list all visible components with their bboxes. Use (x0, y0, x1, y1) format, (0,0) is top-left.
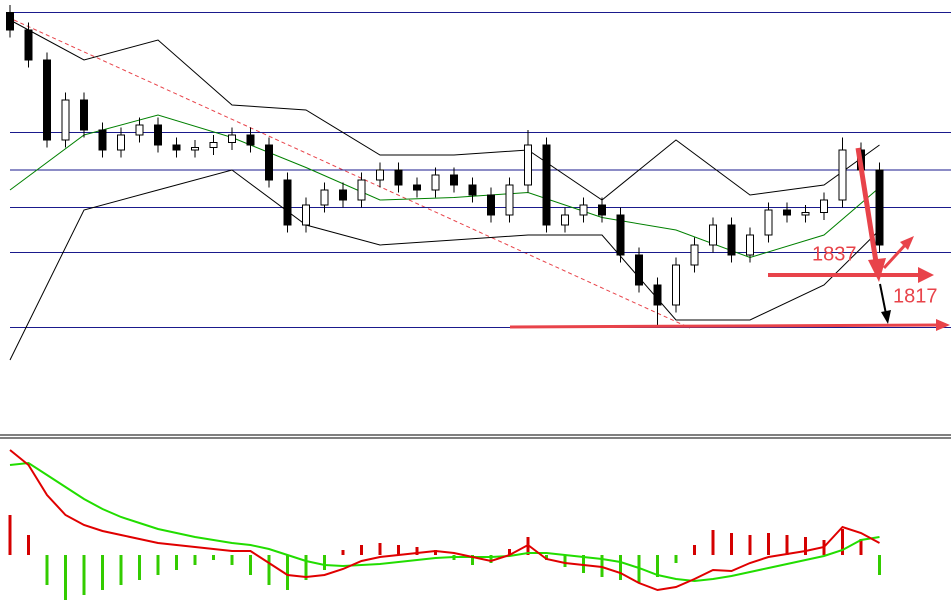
candle-body (61, 99, 70, 141)
band-lower (9, 169, 880, 361)
candle-body (579, 204, 588, 216)
candle-body (228, 134, 236, 143)
candle-body (246, 134, 255, 146)
arrow-head (918, 267, 934, 283)
arrow (509, 323, 941, 329)
macd-dif (9, 449, 880, 592)
candle-body (24, 29, 33, 61)
candle-body (653, 284, 662, 306)
arrow-head (868, 258, 886, 282)
candle-body (98, 129, 107, 151)
candle-body (709, 224, 717, 246)
candle-body (135, 124, 144, 136)
candle-body (117, 134, 125, 151)
annotation: 1817 (893, 285, 938, 307)
price-pane (6, 5, 951, 361)
candle-body (838, 149, 847, 201)
candle-body (505, 184, 514, 216)
candle-body (283, 179, 292, 226)
arrow (882, 242, 908, 270)
macd-dea (9, 461, 880, 583)
candle-body (783, 209, 791, 216)
candle-body (746, 234, 754, 256)
candle-body (635, 254, 643, 286)
candle-body (672, 264, 680, 306)
arrow-head (900, 236, 914, 250)
candle-body (43, 59, 51, 141)
annotation: 1837 (812, 243, 857, 265)
candle-body (764, 209, 773, 236)
candle-body (690, 244, 699, 266)
candle-body (561, 214, 569, 226)
candle-body (542, 144, 551, 226)
candle-body (357, 179, 366, 201)
candle-body (80, 99, 88, 131)
candle-body (394, 169, 403, 186)
candle-body (450, 174, 458, 186)
candle-body (875, 169, 884, 246)
macd-pane (8, 449, 881, 600)
candle-body (191, 147, 199, 151)
candle-body (616, 214, 625, 256)
candle-body (820, 199, 828, 213)
candle-body (413, 184, 421, 191)
candle-body (265, 144, 273, 181)
candle-body (320, 189, 329, 206)
candle-body (801, 212, 810, 216)
candle-body (376, 169, 384, 181)
arrow (879, 283, 887, 315)
candle-body (172, 144, 181, 151)
candle-body (209, 142, 218, 148)
band-upper (9, 19, 880, 201)
candle-body (487, 194, 495, 216)
candle-body (727, 224, 736, 256)
candle-body (598, 204, 606, 216)
candle-body (6, 12, 14, 31)
candle-body (154, 124, 162, 146)
arrow (855, 147, 879, 263)
candle-body (524, 144, 532, 186)
candle-body (431, 174, 440, 191)
arrow-head (936, 319, 950, 331)
candle-body (468, 184, 477, 196)
arrow-head (881, 310, 891, 324)
trend-line (13, 19, 691, 329)
candle-body (302, 204, 310, 226)
candle-body (339, 189, 347, 201)
arrows (509, 147, 950, 331)
